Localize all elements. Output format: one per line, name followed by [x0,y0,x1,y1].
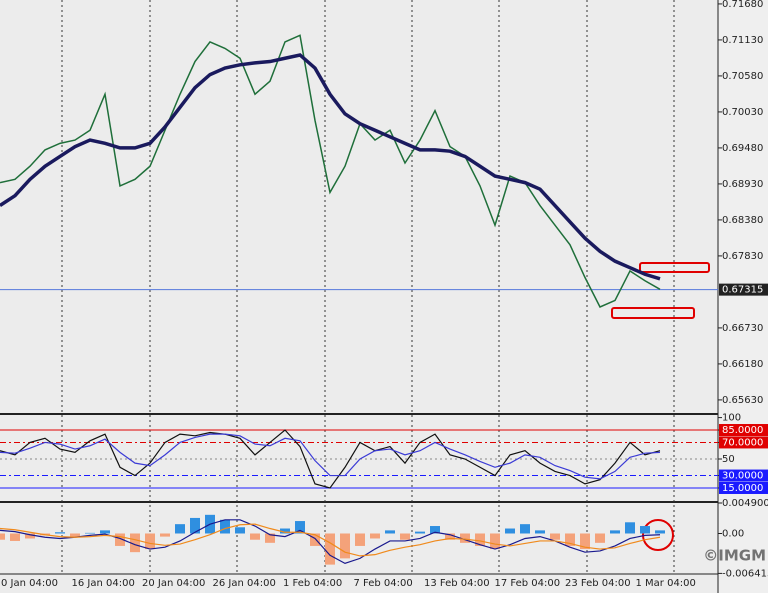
histogram-bar [490,533,500,550]
tick-label-bg [719,424,768,437]
y-tick-label: 0.66180 [722,359,763,370]
x-tick-label: 13 Feb 04:00 [424,578,490,589]
histogram-bar [85,532,95,534]
histogram-bar [625,522,635,534]
last-price-bg [719,283,768,296]
histogram-bar [400,533,410,540]
series-line [0,34,661,308]
y-tick-label: 85.0000 [722,425,763,436]
histogram-bar [475,533,485,546]
histogram-bar [505,528,515,534]
y-tick-label: 0.68380 [722,215,763,226]
histogram-bar [250,533,260,540]
histogram-bar [55,532,65,534]
histogram-bar [355,533,365,546]
histogram-bar [10,533,20,541]
watermark: ©IMGM [703,547,766,565]
tick-label-bg [719,436,768,449]
y-tick-label: 50 [722,454,735,465]
histogram-bar [145,533,155,550]
histogram-bar [265,533,275,543]
background [0,0,719,593]
histogram-bar [445,533,455,540]
histogram-bar [0,533,5,540]
histogram-bar [280,528,290,534]
series-line [0,429,661,489]
histogram-bar [520,524,530,534]
series-line [0,523,661,557]
histogram-bar [550,533,560,540]
y-tick-label: 0.70580 [722,71,763,82]
y-tick-label: 0.00 [722,528,744,539]
histogram-bar [640,526,650,534]
x-tick-label: 0 Jan 04:00 [1,578,58,589]
histogram-bar [310,533,320,546]
histogram-bar [610,530,620,534]
histogram-bar [130,533,140,553]
x-tick-label: 17 Feb 04:00 [495,578,561,589]
histogram-bar [595,533,605,543]
x-tick-label: 7 Feb 04:00 [354,578,413,589]
histogram-bar [190,517,200,534]
x-tick-label: 26 Jan 04:00 [213,578,276,589]
histogram-bar [220,519,230,534]
series-line [0,433,661,480]
y-tick-label: 0.65630 [722,395,763,406]
annotations [611,262,710,551]
histogram-bar [340,533,350,559]
histogram-bar [430,526,440,534]
histogram-bar [100,530,110,534]
histogram-bar [325,533,335,565]
histogram-bar [460,533,470,543]
histogram-bar [175,524,185,534]
histogram-bar [295,521,305,534]
y-tick-label: 0.71130 [722,35,763,46]
histogram-bar [385,530,395,534]
tick-label-bg [719,469,768,482]
tick-label-bg [719,481,768,494]
x-tick-label: 1 Feb 04:00 [283,578,342,589]
y-tick-label: 30.0000 [722,471,763,482]
histogram-bar [235,527,245,534]
histogram-bar [535,530,545,534]
x-tick-label: 20 Jan 04:00 [142,578,205,589]
y-tick-label: 70.0000 [722,437,763,448]
y-tick-label: 15.0000 [722,483,763,494]
histogram-bar [655,530,665,534]
histogram-bar [580,533,590,550]
histogram-bar [370,533,380,539]
y-tick-label: -0.0064131 [722,568,768,579]
y-tick-label: 0.67830 [722,251,763,262]
y-tick-label: 0.69480 [722,143,763,154]
x-tick-label: 23 Feb 04:00 [565,578,631,589]
y-tick-label: 0.70030 [722,107,763,118]
y-tick-label: 0.66730 [722,323,763,334]
histogram-bar [70,533,80,537]
histogram-bar [25,533,35,539]
y-tick-label: 100 [722,413,741,424]
histogram-bar [565,533,575,546]
last-price-label: 0.67315 [722,285,763,296]
series-line [0,53,661,281]
histogram-bar [415,531,425,534]
y-tick-label: 0.68930 [722,179,763,190]
y-tick-label: 0.71680 [722,0,763,10]
x-tick-label: 1 Mar 04:00 [636,578,696,589]
histogram-bar [115,533,125,546]
vertical-grid [61,0,675,574]
x-tick-label: 16 Jan 04:00 [72,578,135,589]
y-tick-label: 0.0049007 [722,498,768,509]
histogram-bar [160,533,170,537]
